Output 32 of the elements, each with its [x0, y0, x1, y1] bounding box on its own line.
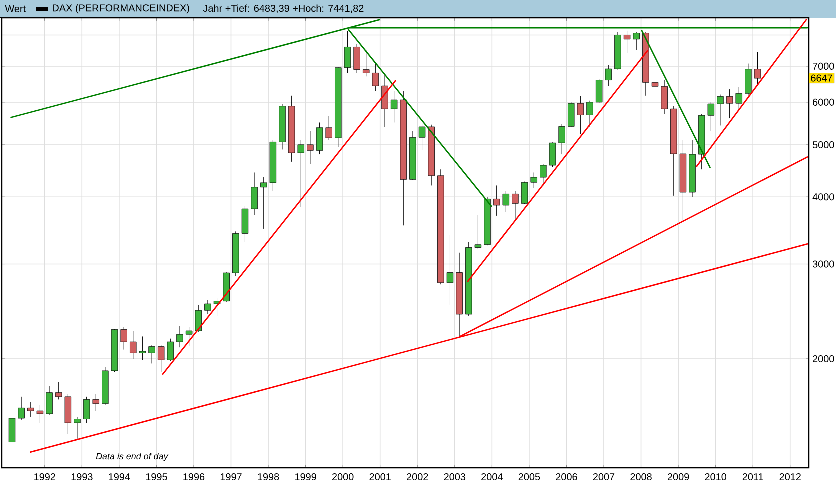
y-tick-label: 6000: [813, 98, 834, 106]
x-tick-label: 2010: [705, 474, 727, 481]
x-tick-label: 1995: [146, 474, 168, 481]
x-tick-label: 1992: [34, 474, 56, 481]
x-tick-label: 2007: [593, 474, 615, 481]
x-tick-label: 2002: [407, 474, 428, 481]
y-tick-label: 4000: [812, 194, 834, 201]
text: 6647: [811, 74, 832, 82]
x-tick-label: 1994: [109, 474, 130, 481]
x-tick-label: 2012: [780, 474, 801, 481]
text: DAX (PERFORMANCEINDEX): [53, 4, 190, 14]
chart-title: Wert: [5, 6, 26, 12]
x-tick-label: 1999: [295, 474, 316, 481]
x-tick-label: 2006: [556, 474, 578, 481]
x-tick-label: 1998: [258, 474, 280, 481]
x-tick-label: 1996: [184, 474, 205, 481]
x-tick-label: 2011: [742, 474, 764, 481]
x-tick-label: 2001: [370, 474, 391, 481]
x-tick-label: 2000: [332, 474, 354, 481]
y-tick-label: 3000: [812, 260, 834, 268]
y-tick-label: 7000: [813, 62, 834, 70]
x-tick-label: 2003: [444, 474, 466, 481]
x-tick-label: 2008: [630, 474, 652, 481]
x-tick-label: 1993: [72, 474, 93, 481]
x-tick-label: 2004: [482, 474, 503, 481]
annotation: Data is end of day: [96, 453, 169, 462]
x-tick-label: 2005: [518, 474, 540, 481]
y-tick-label: 5000: [812, 141, 834, 149]
x-tick-label: 1997: [220, 474, 242, 481]
chart-subtitle: Jahr +Tief: 6483,39 +Hoch: 7441,82: [203, 4, 364, 14]
x-tick-label: 2009: [668, 474, 690, 481]
y-tick-label: 2000: [813, 355, 834, 363]
